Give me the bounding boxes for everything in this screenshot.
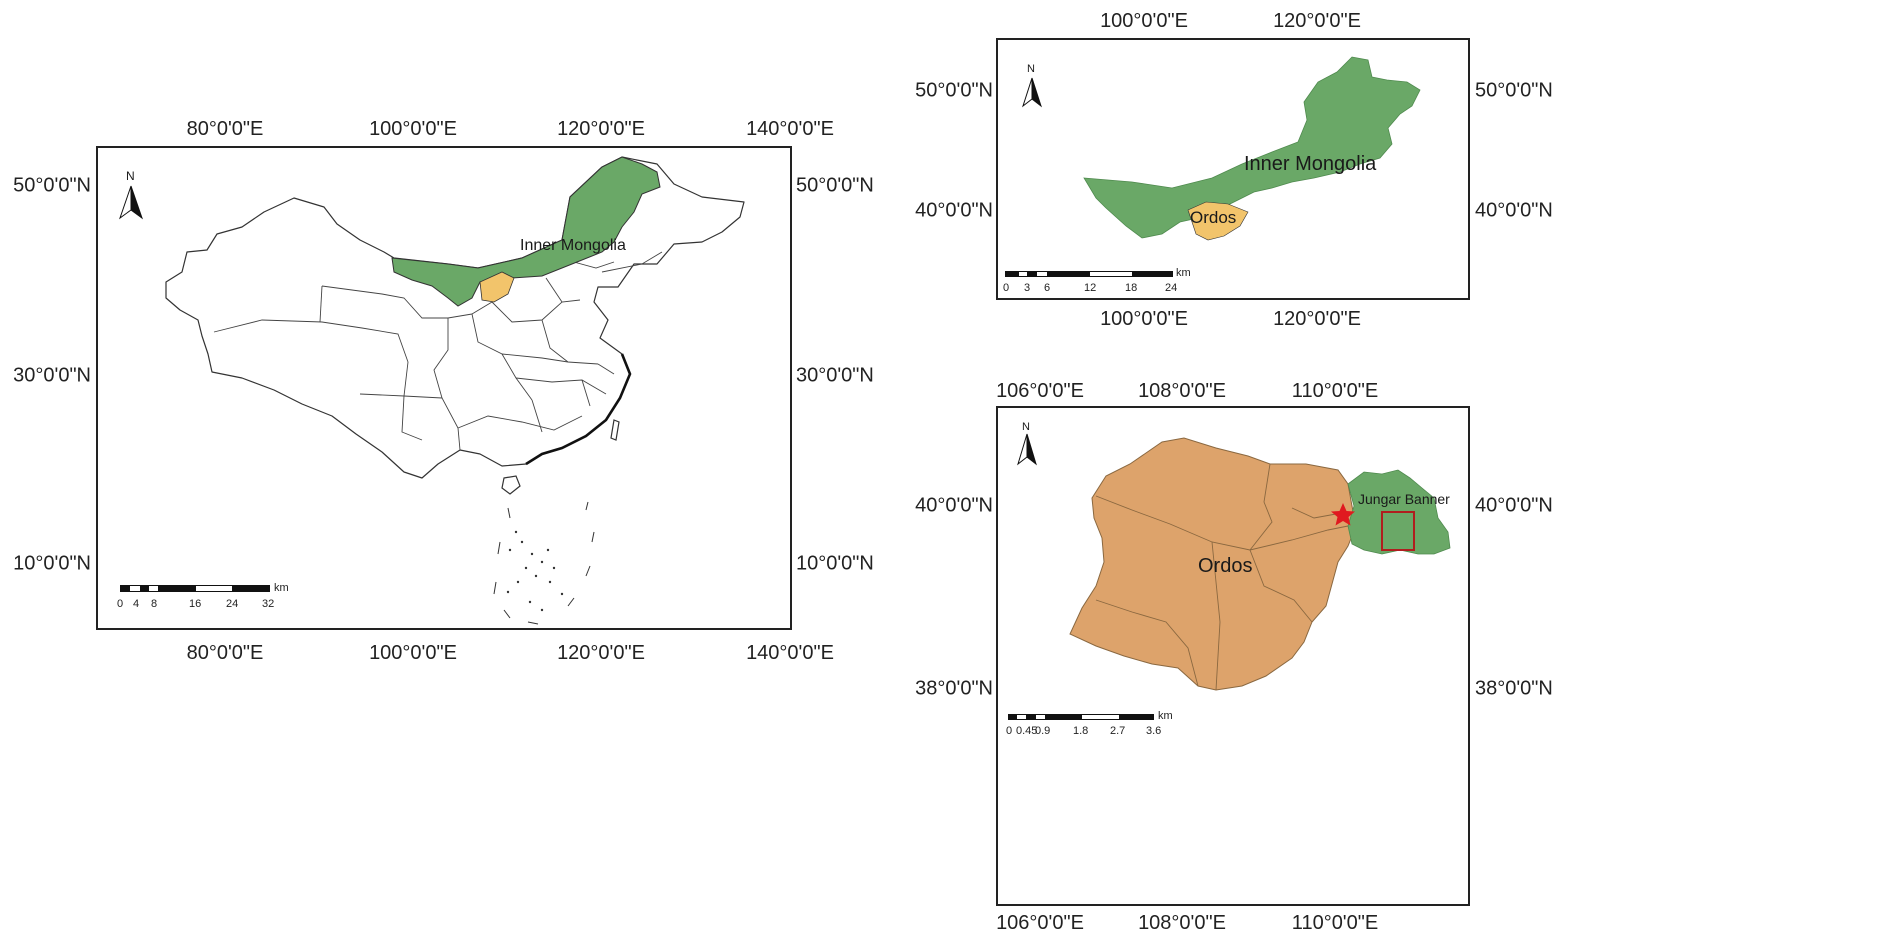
north-label: N — [1027, 63, 1035, 75]
right-tick: 40°0'0"N — [1475, 494, 1553, 517]
scale-tick: 3.6 — [1146, 725, 1161, 737]
sub-region-label: Ordos — [1190, 208, 1236, 227]
scale-unit: km — [1176, 267, 1191, 279]
china-outline — [165, 156, 745, 479]
scale-unit: km — [1158, 710, 1173, 722]
ordos-region — [479, 271, 515, 303]
right-tick: 30°0'0"N — [796, 364, 874, 387]
scale-tick: 0 — [1003, 282, 1009, 294]
top-tick: 100°0'0"E — [369, 118, 457, 140]
scale-tick: 6 — [1044, 282, 1050, 294]
ordos-map-canvas: Jungar Banner Ordos N km 0 0.45 0.9 1.8 … — [1006, 421, 1451, 737]
bottom-tick: 100°0'0"E — [1100, 308, 1188, 330]
scale-tick: 3 — [1024, 282, 1030, 294]
bottom-tick: 140°0'0"E — [746, 642, 834, 664]
bottom-tick: 80°0'0"E — [186, 642, 264, 664]
top-tick: 106°0'0"E — [996, 380, 1084, 402]
right-tick: 50°0'0"N — [796, 174, 874, 197]
bottom-tick: 106°0'0"E — [996, 912, 1084, 934]
scale-tick: 1.8 — [1073, 725, 1088, 737]
china-map-frame: Inner Mongolia N km 0 4 8 16 24 32 — [96, 146, 792, 630]
scale-bar: km 0 3 6 12 18 24 — [1003, 267, 1191, 294]
bottom-tick: 110°0'0"E — [1291, 912, 1379, 934]
right-tick: 50°0'0"N — [1475, 79, 1553, 102]
region-label: Inner Mongolia — [520, 237, 626, 254]
bottom-tick: 120°0'0"E — [557, 642, 645, 664]
north-arrow-icon: N — [1017, 421, 1037, 466]
left-tick: 50°0'0"N — [915, 79, 993, 102]
north-arrow-icon: N — [1022, 63, 1042, 108]
left-tick: 38°0'0"N — [915, 677, 993, 700]
ordos-map-frame: Jungar Banner Ordos N km 0 0.45 0.9 1.8 … — [996, 406, 1470, 906]
inner-mongolia-region — [1083, 56, 1421, 239]
inner-mongolia-map-canvas: Inner Mongolia Ordos N km 0 3 6 12 18 24 — [1003, 56, 1421, 294]
scale-tick: 8 — [151, 598, 157, 610]
coastline — [525, 353, 632, 466]
north-label: N — [126, 169, 135, 183]
right-tick: 40°0'0"N — [1475, 199, 1553, 222]
right-tick: 10°0'0"N — [796, 552, 874, 575]
taiwan-island — [610, 419, 620, 441]
region-label: Inner Mongolia — [1244, 153, 1377, 175]
scale-bar: km 0 4 8 16 24 32 — [117, 582, 289, 610]
top-tick: 100°0'0"E — [1100, 10, 1188, 32]
scale-tick: 24 — [1165, 282, 1177, 294]
left-tick: 10°0'0"N — [13, 552, 91, 575]
scale-unit: km — [274, 582, 289, 594]
top-tick: 120°0'0"E — [557, 118, 645, 140]
top-tick: 120°0'0"E — [1273, 10, 1361, 32]
left-tick: 30°0'0"N — [13, 364, 91, 387]
inner-mongolia-map-frame: Inner Mongolia Ordos N km 0 3 6 12 18 24 — [996, 38, 1470, 300]
scale-tick: 0.9 — [1035, 725, 1050, 737]
star-icon — [1331, 503, 1355, 526]
scale-tick: 16 — [189, 598, 201, 610]
scale-tick: 2.7 — [1110, 725, 1125, 737]
scale-tick: 12 — [1084, 282, 1096, 294]
region-label: Ordos — [1198, 555, 1252, 577]
left-tick: 40°0'0"N — [915, 199, 993, 222]
right-tick: 38°0'0"N — [1475, 677, 1553, 700]
scale-tick: 0 — [1006, 725, 1012, 737]
scale-bar: km 0 0.45 0.9 1.8 2.7 3.6 — [1006, 710, 1173, 737]
bottom-tick: 100°0'0"E — [369, 642, 457, 664]
bottom-tick: 108°0'0"E — [1138, 912, 1226, 934]
top-tick: 140°0'0"E — [746, 118, 834, 140]
scale-tick: 4 — [133, 598, 139, 610]
left-tick: 50°0'0"N — [13, 174, 91, 197]
top-tick: 110°0'0"E — [1291, 380, 1379, 402]
county-boundaries — [1095, 463, 1349, 691]
scale-tick: 0.45 — [1016, 725, 1037, 737]
scale-tick: 32 — [262, 598, 274, 610]
south-china-sea-dashes — [493, 501, 595, 625]
top-tick: 108°0'0"E — [1138, 380, 1226, 402]
bottom-tick: 120°0'0"E — [1273, 308, 1361, 330]
north-arrow-icon: N — [119, 169, 143, 220]
left-tick: 40°0'0"N — [915, 494, 993, 517]
ordos-region — [1187, 201, 1249, 241]
scale-tick: 0 — [117, 598, 123, 610]
hainan-island — [501, 475, 521, 495]
inner-mongolia-region — [391, 156, 661, 307]
north-label: N — [1022, 421, 1030, 433]
south-china-sea-islands — [506, 530, 564, 612]
study-area-box — [1381, 511, 1415, 551]
china-map-canvas: Inner Mongolia N km 0 4 8 16 24 32 — [117, 156, 745, 625]
scale-tick: 24 — [226, 598, 238, 610]
top-tick: 80°0'0"E — [186, 118, 264, 140]
scale-tick: 18 — [1125, 282, 1137, 294]
province-boundaries — [213, 239, 663, 451]
jungar-banner-label: Jungar Banner — [1358, 491, 1450, 507]
